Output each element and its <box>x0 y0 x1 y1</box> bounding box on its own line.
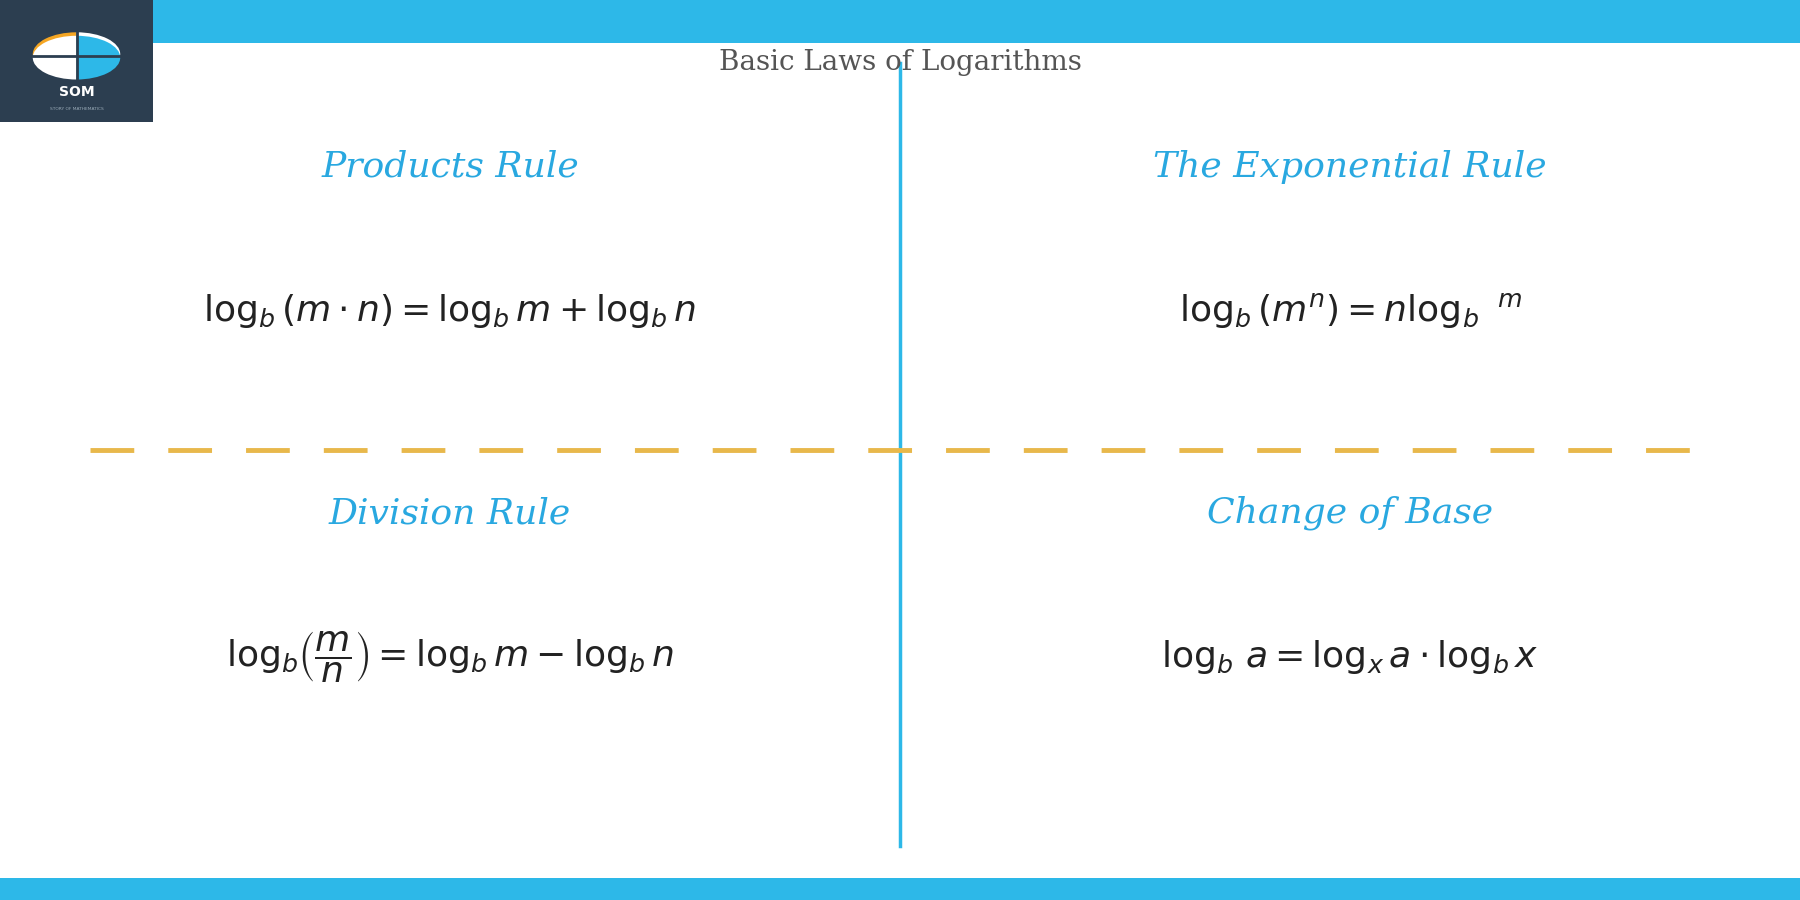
FancyBboxPatch shape <box>0 0 153 122</box>
Wedge shape <box>32 36 76 79</box>
Wedge shape <box>76 32 121 76</box>
Text: Division Rule: Division Rule <box>329 496 571 530</box>
Text: $\log_b(m^n) = n\log_b \ ^{m}$: $\log_b(m^n) = n\log_b \ ^{m}$ <box>1179 291 1521 330</box>
FancyBboxPatch shape <box>0 0 1800 43</box>
Text: $\log_b\!\left(\dfrac{m}{n}\right) = \log_b m - \log_b n$: $\log_b\!\left(\dfrac{m}{n}\right) = \lo… <box>227 629 673 685</box>
Wedge shape <box>76 36 121 79</box>
FancyBboxPatch shape <box>0 878 1800 900</box>
Wedge shape <box>32 32 76 76</box>
Text: Products Rule: Products Rule <box>320 149 580 184</box>
Text: The Exponential Rule: The Exponential Rule <box>1154 149 1546 184</box>
Text: STORY OF MATHEMATICS: STORY OF MATHEMATICS <box>50 107 103 112</box>
Text: $\log_b\, a = \log_x a \cdot \log_b x$: $\log_b\, a = \log_x a \cdot \log_b x$ <box>1161 638 1539 676</box>
Text: $\log_b(m \cdot n) = \log_b m + \log_b n$: $\log_b(m \cdot n) = \log_b m + \log_b n… <box>203 292 697 329</box>
Text: Basic Laws of Logarithms: Basic Laws of Logarithms <box>718 49 1082 76</box>
Text: Change of Base: Change of Base <box>1208 496 1492 530</box>
Text: SOM: SOM <box>59 86 94 99</box>
